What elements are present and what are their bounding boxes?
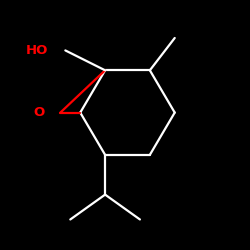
Text: HO: HO [26, 44, 48, 57]
Text: O: O [34, 106, 45, 119]
